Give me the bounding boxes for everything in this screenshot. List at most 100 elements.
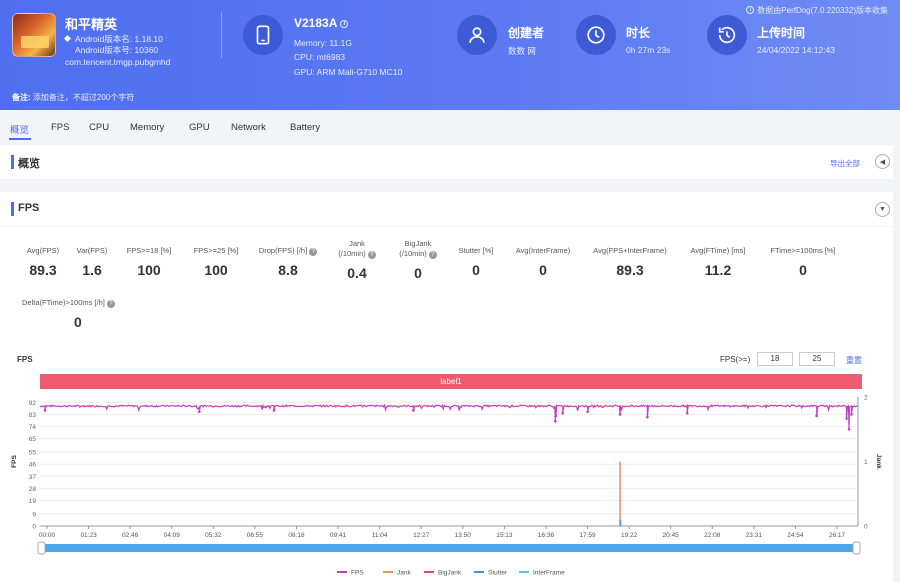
help-icon[interactable]: ?	[106, 300, 115, 308]
help-icon[interactable]: ?	[428, 251, 437, 259]
y-tick-label: 83	[29, 412, 37, 419]
range-slider	[40, 544, 858, 552]
upload-value: 24/04/2022 14:12:43	[757, 45, 835, 55]
help-icon[interactable]: ?	[309, 248, 318, 256]
x-tick-label: 22:08	[704, 532, 721, 539]
remark-field[interactable]: 备注: 添加备注，不超过200个字符	[12, 92, 134, 103]
y-tick-label: 46	[29, 462, 37, 469]
reset-link[interactable]: 重置	[846, 356, 862, 365]
fps-dip-point	[618, 413, 622, 416]
duration-title: 时长	[626, 26, 651, 40]
remark-label: 备注:	[12, 93, 31, 102]
fps-dip-point	[685, 411, 689, 415]
tab-memory[interactable]: Memory	[130, 122, 165, 133]
metric-jank: Jank (/10min)? 0.4	[331, 239, 383, 281]
data-source-note: i 数据由PerfDog(7.0.220332)版本收集	[746, 5, 888, 16]
label-band[interactable]: label1	[40, 374, 862, 389]
collapse-left-icon[interactable]: ◀	[875, 154, 890, 169]
fps-threshold-input-2[interactable]: 25	[799, 352, 835, 366]
metric-drop-fps: Drop(FPS) [/h]? 8.8	[253, 246, 323, 278]
info-icon[interactable]: i	[340, 20, 349, 28]
fps-dip-point	[850, 413, 853, 416]
tab-network[interactable]: Network	[231, 122, 266, 133]
x-tick-label: 08:18	[288, 532, 305, 539]
tab-gpu[interactable]: GPU	[189, 122, 210, 133]
legend-label: InterFrame	[533, 570, 565, 577]
overview-section-header: 概览 导出全部 ◀	[0, 145, 893, 179]
metric-fps-25: FPS>=25 [%] 100	[193, 246, 239, 278]
fps-dip-point	[561, 411, 565, 415]
x-tick-label: 19:22	[621, 532, 638, 539]
fps-threshold-input-1[interactable]: 18	[757, 352, 793, 366]
y2-tick-label: 2	[864, 395, 868, 402]
x-tick-label: 26:17	[829, 532, 846, 539]
report-header: 和平精英 Android版本名: 1.18.10 Android版本号: 103…	[0, 0, 900, 110]
range-handle-right	[852, 541, 861, 555]
legend-label: Stutter	[488, 570, 508, 577]
fps-dip-point	[586, 410, 589, 414]
fps-series-line	[39, 403, 858, 430]
metric-avg-interframe: Avg(InterFrame) 0	[515, 246, 571, 278]
overview-title: 概览	[18, 158, 40, 170]
fps-threshold-label: FPS(>=)	[720, 355, 751, 364]
android-version-code: Android版本号: 10360	[75, 45, 159, 55]
fps-dip-point	[646, 415, 649, 419]
fps-section-header: FPS ▼	[0, 192, 893, 226]
y2-axis-title: Jank	[875, 454, 882, 469]
fps-dip-point	[554, 414, 558, 418]
fps-dip-point	[43, 409, 47, 412]
history-icon	[707, 15, 747, 55]
x-tick-label: 06:55	[247, 532, 264, 539]
device-memory: Memory: 11.1G	[294, 38, 352, 48]
creator-title: 创建者	[508, 26, 545, 40]
tab-overview[interactable]: 概览	[10, 125, 30, 136]
section-accent	[11, 202, 14, 216]
fps-dip-point	[845, 417, 848, 420]
metric-fps-18: FPS>=18 [%] 100	[126, 246, 172, 278]
fps-chart[interactable]: 0 9 19 28 37 46 55 65 74 83 92 0 1 2 FPS Jank 00:00 01:23…	[0, 389, 893, 582]
y-tick-label: 55	[29, 450, 37, 457]
x-tick-label: 04:09	[164, 532, 181, 539]
tab-battery[interactable]: Battery	[290, 122, 321, 133]
help-icon[interactable]: ?	[367, 251, 376, 259]
tab-bar: 概览 FPS CPU Memory GPU Network Battery	[0, 115, 900, 141]
legend-label: FPS	[351, 570, 364, 577]
diamond-icon	[63, 34, 72, 43]
export-all-link[interactable]: 导出全部	[830, 159, 860, 168]
y2-tick-label: 0	[864, 524, 868, 531]
metric-var-fps: Var(FPS) 1.6	[76, 246, 108, 278]
user-icon	[457, 15, 497, 55]
x-tick-label: 23:31	[746, 532, 763, 539]
fps-dip-point	[412, 409, 415, 412]
upload-title: 上传时间	[757, 26, 806, 40]
chevron-down-icon[interactable]: ▼	[875, 202, 890, 217]
x-tick-label: 00:00	[39, 532, 56, 539]
game-app-icon	[12, 13, 56, 57]
y-axis-title: FPS	[11, 455, 18, 468]
metric-delta-ftime: Delta(FTime)>100ms [/h]? 0	[22, 298, 134, 330]
x-tick-label: 01:23	[80, 532, 97, 539]
clock-icon	[576, 15, 616, 55]
y-tick-label: 74	[29, 424, 37, 431]
package-name: com.tencent.tmgp.pubgmhd	[65, 57, 171, 67]
chart-fps-label: FPS	[17, 355, 33, 364]
x-tick-label: 15:13	[496, 532, 513, 539]
tab-fps[interactable]: FPS	[51, 122, 70, 133]
fps-dip-point	[553, 419, 557, 423]
device-title: V2183A i	[294, 16, 349, 30]
x-tick-label: 24:54	[787, 532, 804, 539]
device-cpu: CPU: mt6983	[294, 52, 346, 62]
metric-bigjank: BigJank (/10min)? 0	[392, 239, 444, 281]
y-tick-label: 65	[29, 436, 37, 443]
tab-cpu[interactable]: CPU	[89, 122, 110, 133]
y2-tick-label: 1	[864, 459, 868, 466]
x-tick-label: 11:04	[372, 532, 388, 539]
duration-value: 0h 27m 23s	[626, 45, 671, 55]
y-tick-label: 0	[32, 524, 36, 531]
fps-panel: Avg(FPS) 89.3 Var(FPS) 1.6 FPS>=18 [%] 100 …	[0, 227, 893, 582]
header-divider	[221, 12, 222, 58]
y-tick-label: 92	[29, 400, 37, 407]
x-tick-label: 20:45	[663, 532, 680, 539]
remark-placeholder[interactable]: 添加备注，不超过200个字符	[32, 93, 135, 102]
app-name: 和平精英	[65, 17, 118, 32]
